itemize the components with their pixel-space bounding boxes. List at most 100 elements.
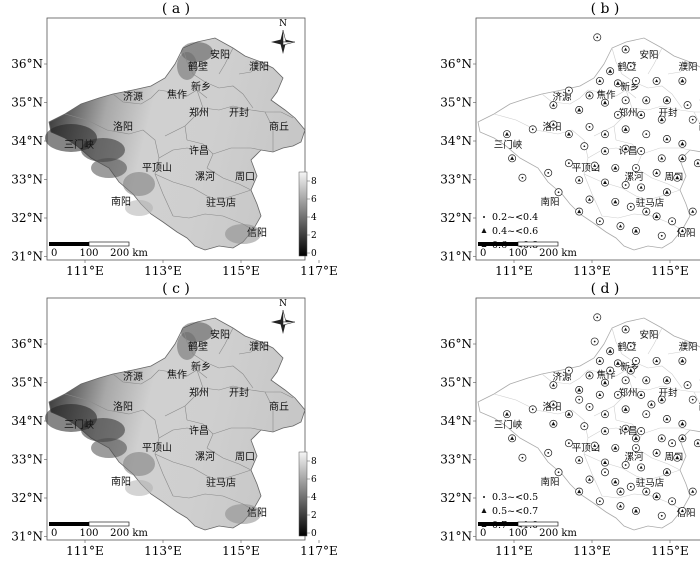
station-marker: [668, 217, 677, 226]
colorbar-tick: 4: [311, 213, 317, 223]
lat-label: 36°N: [440, 57, 472, 71]
lon-label: 115°E: [651, 264, 689, 278]
station-marker: [626, 62, 635, 71]
terrain-shade: [125, 200, 153, 216]
city-label: 鹤壁: [188, 60, 208, 73]
colorbar-tick: 4: [311, 493, 317, 503]
city-label: 南阳: [111, 195, 131, 208]
station-marker: [657, 395, 666, 404]
station-marker: [575, 176, 584, 185]
panel-label: ( d ): [591, 281, 620, 297]
city-label: 商丘: [269, 400, 289, 413]
colorbar-tick: 0: [311, 249, 317, 259]
city-boundary: [238, 341, 262, 355]
lat-label: 32°N: [11, 211, 43, 225]
city-label: 洛阳: [113, 120, 133, 133]
lat-label: 33°N: [440, 173, 472, 187]
scale-tick: 200 km: [539, 528, 577, 539]
city-boundary: [154, 453, 252, 481]
city-boundary: [601, 493, 683, 511]
city-boundary: [158, 369, 208, 379]
station-marker: [616, 487, 625, 496]
city-boundary: [184, 89, 204, 141]
station-marker: [613, 79, 622, 88]
city-boundary: [601, 213, 683, 231]
station-marker: [693, 439, 700, 448]
station-marker: [621, 325, 630, 334]
lon-label: 117°E: [300, 544, 338, 558]
station-marker: [637, 183, 646, 192]
lon-label: 113°E: [144, 264, 182, 278]
station-marker: [683, 381, 692, 390]
city-boundary: [186, 419, 214, 449]
city-boundary: [615, 139, 643, 169]
station-marker: [611, 164, 620, 172]
lat-label: 31°N: [11, 250, 43, 264]
station-marker: [508, 154, 517, 163]
station-marker: [683, 101, 692, 110]
legend-triangle-icon: [481, 228, 487, 233]
scale-tick: 0: [51, 248, 57, 259]
map-panel-d: ( d )安阳鹤壁濮阳新乡焦作济源郑州开封商丘三门峡洛阳许昌平顶山漯河周口南阳驻…: [440, 281, 700, 558]
scale-bar: 0 100 200 km: [49, 241, 148, 259]
station-marker: [544, 448, 553, 457]
lat-label: 33°N: [11, 173, 43, 187]
city-boundary: [164, 125, 186, 137]
station-marker: [575, 395, 584, 404]
city-boundary: [154, 173, 252, 201]
station-marker: [595, 217, 604, 226]
lat-label: 33°N: [440, 453, 472, 467]
station-marker: [657, 511, 666, 520]
city-boundary: [112, 369, 160, 385]
city-label: 漯河: [624, 451, 644, 463]
city-label: 濮阳: [249, 60, 269, 73]
station-marker: [678, 76, 687, 85]
colorbar-tick: 8: [311, 177, 317, 187]
station-marker: [528, 405, 537, 414]
lat-label: 32°N: [11, 491, 43, 505]
city-boundary: [541, 369, 589, 385]
scale-bar: 0 100 200 km: [478, 241, 577, 259]
station-marker: [549, 101, 558, 110]
station-marker: [662, 135, 671, 143]
station-marker: [549, 419, 558, 428]
lat-label: 34°N: [11, 134, 43, 148]
lon-label: 115°E: [222, 544, 260, 558]
scale-tick: 0: [480, 528, 486, 539]
terrain-shade: [123, 172, 155, 196]
station-marker: [580, 142, 589, 151]
city-label: 濮阳: [678, 341, 697, 353]
terrain-shade: [81, 138, 125, 162]
city-label: 焦作: [167, 88, 187, 101]
legend-dot-icon: [483, 216, 485, 218]
station-marker: [637, 463, 646, 472]
lat-label: 34°N: [11, 414, 43, 428]
station-marker: [621, 461, 630, 469]
station-marker: [688, 115, 697, 124]
city-label: 濮阳: [678, 61, 697, 73]
station-marker: [662, 415, 671, 423]
province-outline: [477, 37, 700, 251]
city-boundary: [202, 385, 274, 432]
station-marker: [590, 161, 599, 170]
map-frame: [475, 297, 700, 541]
city-label: 南阳: [540, 196, 559, 208]
station-marker: [564, 86, 573, 95]
city-label: 驻马店: [636, 477, 665, 489]
lat-label: 36°N: [11, 337, 43, 351]
station-marker: [508, 434, 517, 443]
station-marker: [575, 487, 584, 496]
city-label: 安阳: [639, 329, 658, 341]
city-label: 安阳: [210, 48, 230, 61]
city-boundary: [158, 427, 202, 439]
station-marker: [575, 106, 584, 114]
lon-label: 117°E: [300, 264, 338, 278]
city-label: 焦作: [596, 89, 616, 101]
city-label: 商丘: [698, 121, 700, 133]
colorbar-tick: 2: [311, 511, 317, 521]
city-boundary: [158, 147, 202, 159]
elevation-colorbar: 8 6 4 2 0: [298, 451, 317, 539]
city-label: 三门峡: [64, 418, 94, 431]
terrain-shade: [177, 332, 197, 360]
